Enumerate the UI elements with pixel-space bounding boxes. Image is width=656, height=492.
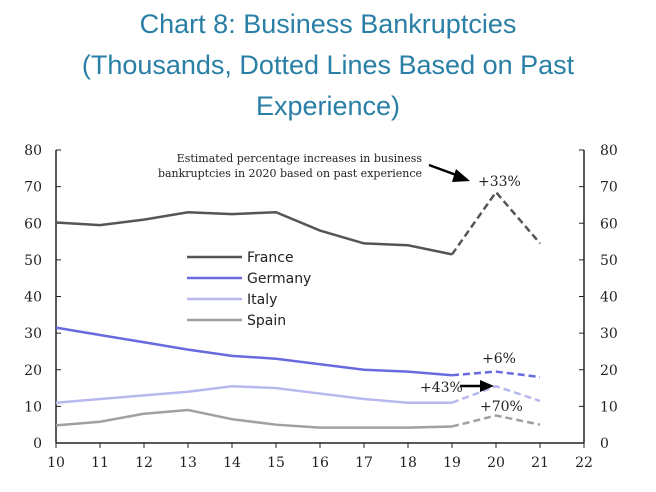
annotation-arrow-head-top [452, 169, 470, 182]
y-tick-label-left: 0 [33, 436, 42, 452]
y-tick-label-left: 60 [24, 216, 42, 232]
legend-label-italy: Italy [247, 292, 277, 308]
annotation-arrow-head-mid [480, 380, 494, 392]
y-tick-label-left: 10 [24, 399, 42, 415]
series-line-italy [55, 384, 452, 404]
series-projection-france [450, 190, 541, 256]
chart-title-line-3: Experience) [255, 91, 401, 121]
y-tick-label-right: 50 [600, 253, 618, 269]
y-tick-label-right: 60 [600, 216, 618, 232]
chart-title-line-2: (Thousands, Dotted Lines Based on Past [81, 50, 575, 80]
germany-pct-label: +6% [482, 351, 516, 367]
y-tick-label-left: 20 [24, 363, 42, 379]
series-line-france [55, 211, 453, 256]
y-tick-label-left: 80 [24, 143, 42, 159]
y-tick-label-right: 40 [600, 290, 618, 306]
x-tick-label: 22 [575, 455, 593, 471]
x-tick-label: 12 [135, 455, 153, 471]
x-tick-label: 18 [399, 455, 417, 471]
annotation-note-line-1: Estimated percentage increases in busine… [177, 152, 423, 165]
series-projection-italy [451, 384, 541, 404]
legend-label-spain: Spain [247, 313, 286, 329]
legend-label-germany: Germany [247, 271, 311, 287]
x-tick-label: 10 [47, 455, 65, 471]
y-tick-label-right: 80 [600, 143, 618, 159]
series-projection-germany [451, 370, 541, 379]
series-line-germany [55, 326, 453, 377]
y-tick-label-left: 70 [24, 180, 42, 196]
x-tick-label: 17 [355, 455, 373, 471]
x-tick-label: 16 [311, 455, 329, 471]
x-tick-label: 14 [223, 455, 241, 471]
italy-pct-label: +43% [420, 380, 463, 396]
y-tick-label-right: 30 [600, 326, 618, 342]
x-tick-label: 11 [91, 455, 109, 471]
series-projection-spain [451, 414, 541, 428]
y-tick-label-left: 40 [24, 290, 42, 306]
x-tick-label: 15 [267, 455, 285, 471]
y-tick-label-right: 20 [600, 363, 618, 379]
chart-title-line-1: Chart 8: Business Bankruptcies [139, 9, 517, 39]
annotation-arrow-shaft-top [428, 163, 460, 178]
series-line-spain [55, 408, 453, 429]
x-tick-label: 21 [531, 455, 549, 471]
legend-label-france: France [247, 250, 294, 266]
y-tick-label-left: 30 [24, 326, 42, 342]
chart-title: Chart 8: Business Bankruptcies (Thousand… [0, 4, 656, 127]
y-tick-label-right: 70 [600, 180, 618, 196]
spain-pct-label: +70% [480, 399, 523, 415]
annotation-note-line-2: bankruptcies in 2020 based on past exper… [158, 167, 422, 180]
x-tick-label: 19 [443, 455, 461, 471]
y-tick-label-right: 0 [600, 436, 609, 452]
x-tick-label: 13 [179, 455, 197, 471]
x-tick-label: 20 [487, 455, 505, 471]
y-tick-label-right: 10 [600, 399, 618, 415]
france-pct-label: +33% [478, 174, 521, 190]
y-tick-label-left: 50 [24, 253, 42, 269]
